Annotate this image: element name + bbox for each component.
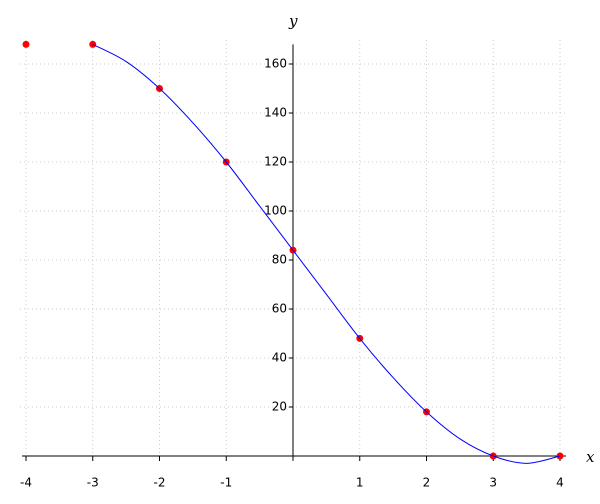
y-axis-label: y: [288, 12, 298, 30]
x-tick-label: -2: [154, 476, 166, 490]
x-tick-label: -3: [87, 476, 99, 490]
y-tick-label: 140: [264, 106, 287, 120]
y-tick-label: 160: [264, 57, 287, 71]
x-tick-label: 4: [556, 476, 564, 490]
x-tick-label: -1: [220, 476, 232, 490]
y-tick-label: 80: [272, 253, 287, 267]
y-tick-label: 40: [272, 351, 287, 365]
curve: [92, 43, 561, 464]
y-tick-label: 100: [264, 204, 287, 218]
y-tick-label: 60: [272, 302, 287, 316]
y-tick-label: 120: [264, 155, 287, 169]
x-tick-label: -4: [20, 476, 32, 490]
x-tick-label: 3: [489, 476, 497, 490]
x-tick-label: 2: [423, 476, 431, 490]
y-tick-label: 20: [272, 400, 287, 414]
x-tick-label: 1: [356, 476, 364, 490]
x-axis-label: x: [586, 448, 595, 466]
point: [22, 40, 30, 48]
